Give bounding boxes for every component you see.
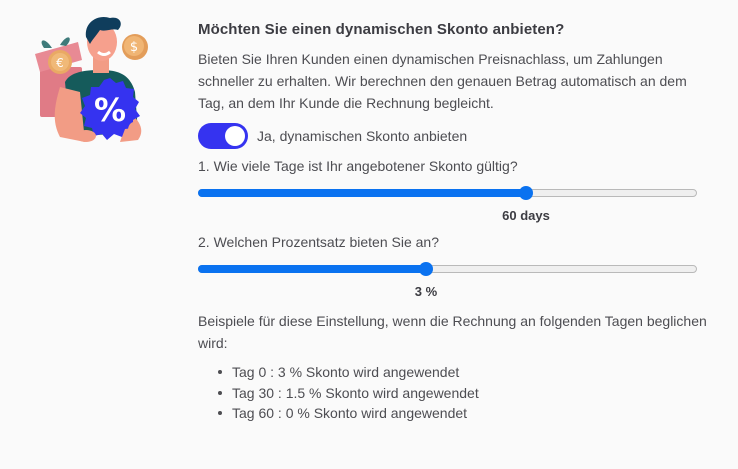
person-with-discount-badge-icon: € $ % — [35, 16, 148, 142]
page-title: Möchten Sie einen dynamischen Skonto anb… — [198, 21, 565, 38]
discount-illustration: € $ % — [30, 12, 160, 147]
list-item: Tag 60 : 0 % Skonto wird angewendet — [218, 403, 718, 424]
days-slider[interactable] — [198, 186, 697, 200]
examples-list: Tag 0 : 3 % Skonto wird angewendet Tag 3… — [198, 362, 718, 424]
discount-settings-panel: Möchten Sie einen dynamischen Skonto anb… — [198, 20, 718, 424]
svg-text:%: % — [94, 91, 126, 129]
bullet-icon — [218, 370, 222, 375]
percent-slider[interactable] — [198, 262, 697, 276]
toggle-knob — [225, 126, 245, 146]
days-value-label: 60 days — [502, 208, 550, 223]
description-text: Bieten Sie Ihren Kunden einen dynamische… — [198, 51, 687, 111]
dynamic-discount-toggle[interactable] — [198, 123, 248, 149]
example-text: Tag 60 : 0 % Skonto wird angewendet — [232, 405, 468, 421]
slider-thumb[interactable] — [518, 186, 533, 200]
percent-value-label: 3 % — [414, 284, 438, 299]
example-text: Tag 30 : 1.5 % Skonto wird angewendet — [232, 384, 479, 401]
list-item: Tag 30 : 1.5 % Skonto wird angewendet — [218, 383, 718, 404]
slider-fill — [198, 265, 427, 273]
percent-question-label: 2. Welchen Prozentsatz bieten Sie an? — [198, 234, 440, 250]
toggle-label: Ja, dynamischen Skonto anbieten — [257, 128, 468, 144]
dynamic-discount-toggle-row: Ja, dynamischen Skonto anbieten — [198, 123, 718, 149]
bullet-icon — [218, 411, 222, 416]
percent-value-row: 3 % — [198, 284, 718, 302]
days-question-label: 1. Wie viele Tage ist Ihr angebotener Sk… — [198, 158, 518, 174]
days-value-row: 60 days — [198, 208, 718, 226]
example-text: Tag 0 : 3 % Skonto wird angewendet — [232, 364, 460, 380]
svg-text:$: $ — [130, 40, 138, 55]
slider-fill — [198, 189, 526, 197]
svg-text:€: € — [56, 56, 64, 70]
examples-intro-text: Beispiele für diese Einstellung, wenn di… — [198, 313, 707, 351]
bullet-icon — [218, 390, 222, 395]
slider-thumb[interactable] — [419, 262, 434, 276]
list-item: Tag 0 : 3 % Skonto wird angewendet — [218, 362, 718, 383]
